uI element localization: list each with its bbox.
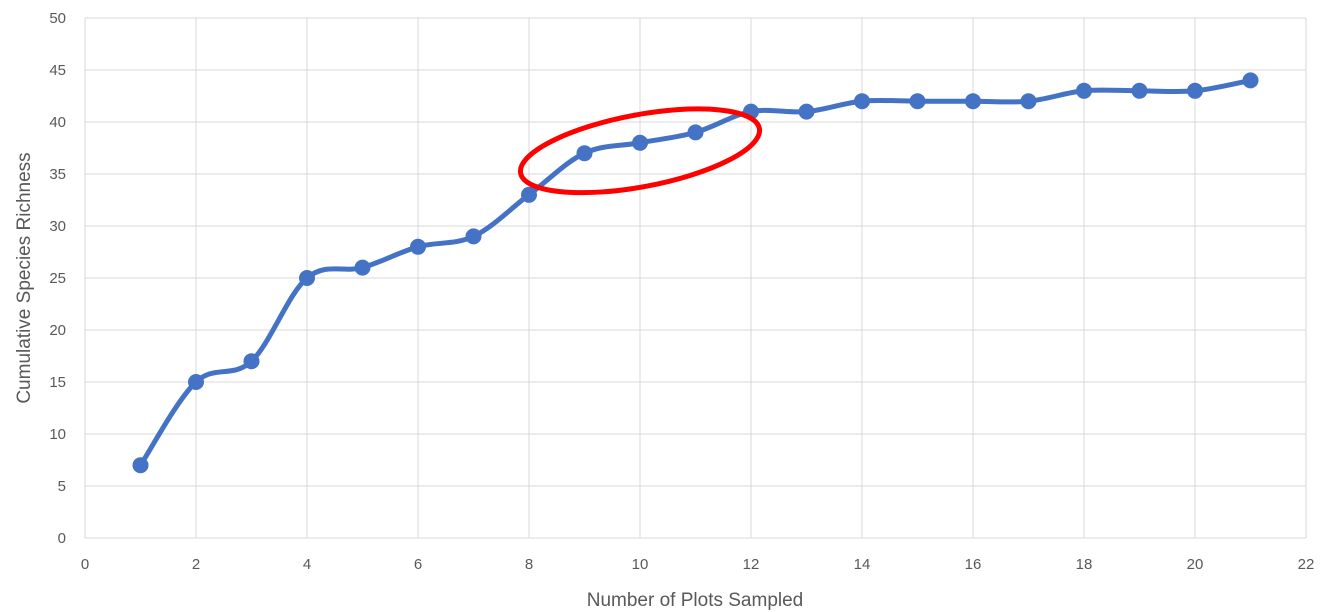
data-point <box>1020 93 1037 110</box>
annotation-group <box>517 106 763 196</box>
y-tick-label: 0 <box>58 530 66 547</box>
data-point <box>687 124 704 141</box>
x-tick-label: 18 <box>1076 556 1093 573</box>
data-point <box>1076 82 1092 99</box>
y-tick-label: 35 <box>49 166 66 183</box>
data-point <box>854 93 870 110</box>
y-tick-label: 45 <box>49 62 66 79</box>
y-tick-label: 20 <box>49 322 66 339</box>
data-point <box>632 134 648 151</box>
x-tick-label: 12 <box>743 556 760 573</box>
x-tick-label: 0 <box>81 556 89 573</box>
x-tick-label: 8 <box>525 556 533 573</box>
y-tick-label: 5 <box>58 478 66 495</box>
x-axis-ticks: 0 2 4 6 8 10 12 14 16 18 20 22 <box>81 556 1315 573</box>
x-tick-label: 14 <box>854 556 871 573</box>
x-tick-label: 20 <box>1187 556 1204 573</box>
y-tick-label: 10 <box>49 426 66 443</box>
y-tick-label: 15 <box>49 374 66 391</box>
x-tick-label: 16 <box>965 556 982 573</box>
data-point <box>243 353 260 370</box>
data-point <box>1131 82 1148 99</box>
data-point <box>188 374 204 390</box>
data-point <box>1242 72 1259 89</box>
y-tick-label: 50 <box>49 10 66 27</box>
y-tick-label: 30 <box>49 218 66 235</box>
x-axis-title: Number of Plots Sampled <box>587 590 804 611</box>
series-group <box>132 72 1259 474</box>
y-tick-label: 40 <box>49 114 66 131</box>
highlight-ellipse <box>517 106 763 196</box>
y-axis-ticks: 0 5 10 15 20 25 30 35 40 45 50 <box>49 10 66 547</box>
data-point <box>410 238 426 255</box>
data-point <box>521 186 537 203</box>
y-tick-label: 25 <box>49 270 66 287</box>
data-point <box>132 457 149 474</box>
data-point <box>465 228 482 245</box>
x-tick-label: 4 <box>303 556 311 573</box>
data-point <box>798 103 815 120</box>
y-axis-title: Cumulative Species Richness <box>14 152 35 403</box>
data-point <box>909 93 926 110</box>
x-tick-label: 10 <box>632 556 649 573</box>
data-point <box>576 145 593 162</box>
data-point <box>354 259 371 276</box>
x-tick-label: 22 <box>1298 556 1315 573</box>
data-point <box>1187 82 1203 99</box>
data-point <box>965 93 981 110</box>
x-tick-label: 2 <box>192 556 200 573</box>
data-point <box>299 270 315 286</box>
gridlines <box>84 17 1307 539</box>
x-tick-label: 6 <box>414 556 422 573</box>
